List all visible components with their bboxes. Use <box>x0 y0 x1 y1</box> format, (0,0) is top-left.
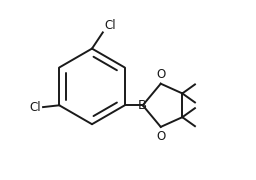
Text: O: O <box>156 130 165 143</box>
Text: Cl: Cl <box>105 19 116 32</box>
Text: O: O <box>156 68 165 81</box>
Text: B: B <box>138 99 147 112</box>
Text: Cl: Cl <box>30 101 41 114</box>
